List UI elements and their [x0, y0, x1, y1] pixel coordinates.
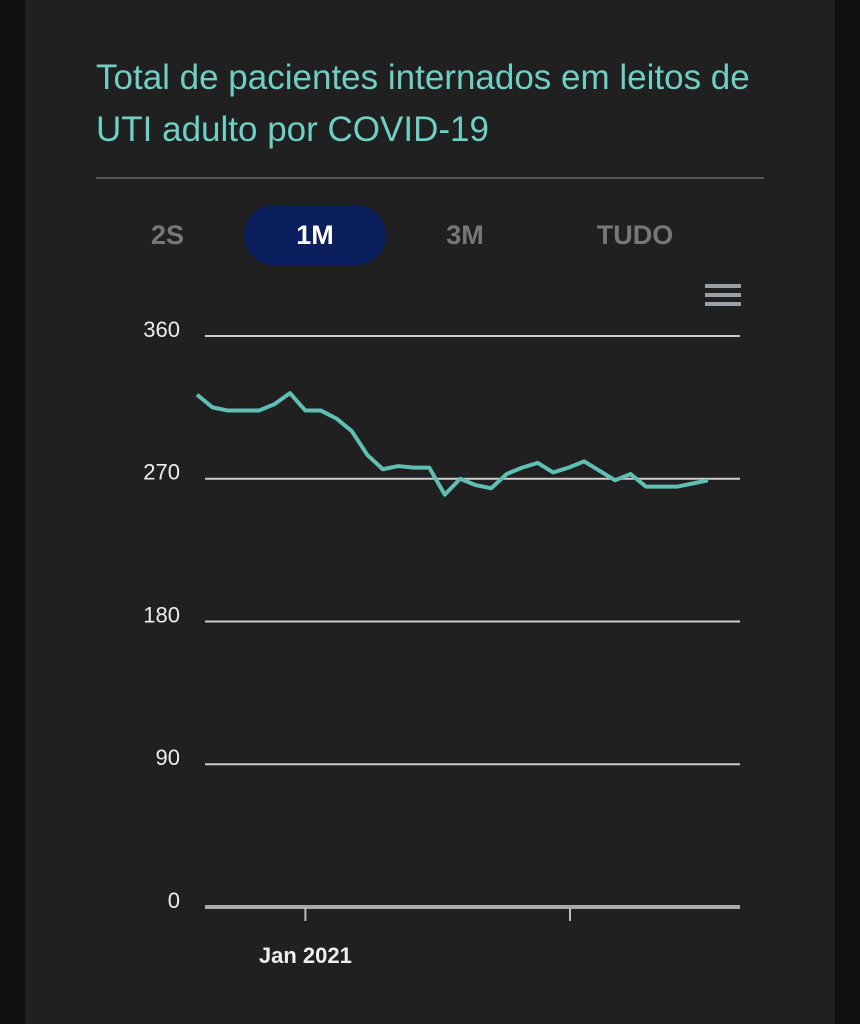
y-tick-label: 90 — [156, 745, 180, 770]
menu-bar — [705, 284, 741, 288]
menu-bar — [705, 293, 741, 297]
card — [25, 0, 835, 1024]
menu-icon[interactable] — [705, 284, 741, 306]
range-button[interactable]: 1M — [244, 205, 386, 265]
series-line — [195, 391, 709, 497]
range-button[interactable]: TUDO — [596, 220, 674, 250]
x-tick-label: Jan 2021 — [259, 943, 352, 968]
divider — [96, 177, 764, 179]
menu-bar — [705, 302, 741, 306]
y-tick-label: 270 — [143, 460, 180, 485]
chart-title: Total de pacientes internados em leitos … — [96, 58, 750, 149]
range-button[interactable]: 3M — [446, 220, 484, 250]
y-tick-label: 180 — [143, 602, 180, 627]
y-tick-label: 0 — [168, 888, 180, 913]
y-tick-label: 360 — [143, 317, 180, 342]
range-button[interactable]: 2S — [150, 220, 185, 250]
